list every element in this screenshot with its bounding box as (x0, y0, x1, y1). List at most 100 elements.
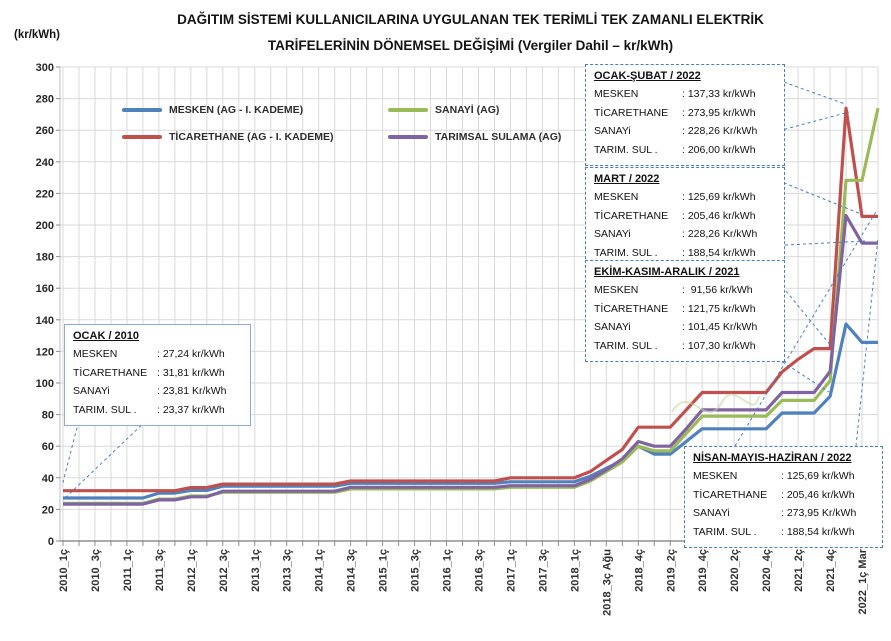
row-value: : 125,69 kr/kWh (781, 470, 855, 482)
callout-mart-2022: MART / 2022 MESKEN : 125,69 kr/kWh TİCARE… (585, 167, 785, 269)
svg-text:2020_4ç: 2020_4ç (761, 549, 773, 592)
callout-row: SANAYi: 273,95 Kr/kWh (693, 504, 875, 523)
callout-row: TİCARETHANE : 205,46 kr/kWh (693, 486, 875, 505)
row-label: SANAYi (594, 125, 631, 137)
callout-title: EKİM-KASIM-ARALIK / 2021 (594, 266, 740, 278)
callout-row: TİCARETHANE: 205,46 kr/kWh (594, 207, 777, 226)
legend-label-mesken: MESKEN (AG - I. KADEME) (169, 104, 304, 116)
svg-text:2010_3ç: 2010_3ç (90, 549, 102, 592)
chart-title-line2: TARİFELERİNİN DÖNEMSEL DEĞİŞİMİ (Vergile… (267, 38, 674, 53)
row-label: MESKEN (594, 191, 639, 203)
svg-text:2017_1ç: 2017_1ç (505, 549, 517, 592)
legend-item-ticarethane: TİCARETHANE (AG - I. KADEME) (122, 131, 334, 143)
row-value: : 31,81 kr/kWh (157, 366, 225, 379)
row-label: TİCARETHANE (594, 302, 669, 315)
svg-text:2018_4ç: 2018_4ç (633, 549, 645, 592)
callout-ekim-kasim-aralik-2021: EKİM-KASIM-ARALIK / 2021 MESKEN: 91,56 k… (585, 260, 785, 362)
legend-swatch-sanayi (388, 108, 428, 112)
chart-title-line1: DAĞITIM SİSTEMİ KULLANICILARINA UYGULANA… (177, 12, 764, 27)
svg-text:2022_1ç Mar: 2022_1ç Mar (857, 548, 869, 614)
row-label: TİCARETHANE (594, 209, 669, 222)
callout-row: SANAYi : 228,26 Kr/kWh (594, 122, 777, 141)
svg-text:240: 240 (36, 157, 54, 169)
callout-row: SANAYi : 228,26 Kr/kWh (594, 225, 777, 244)
legend-swatch-tarimsal (388, 135, 428, 139)
callout-title: NİSAN-MAYIS-HAZİRAN / 2022 (693, 452, 852, 464)
row-value: : 27,24 kr/kWh (157, 348, 225, 360)
callout-row: SANAYi : 101,45 Kr/kWh (594, 318, 777, 337)
callout-row: MESKEN : 27,24 kr/kWh (73, 345, 243, 364)
svg-text:2019_2ç: 2019_2ç (665, 549, 677, 592)
svg-text:280: 280 (36, 94, 54, 106)
callout-row: TARIM. SUL .: 23,37 kr/kWh (73, 401, 243, 420)
svg-text:2013_3ç: 2013_3ç (282, 549, 294, 592)
row-value: : 206,00 kr/kWh (682, 143, 756, 156)
svg-text:220: 220 (36, 188, 54, 200)
row-label: TİCARETHANE (594, 106, 669, 119)
svg-text:200: 200 (36, 220, 54, 232)
y-axis-labels: 0 20 40 60 80 100 120 140 160 180 200 220 240 260 280 3… (36, 62, 54, 548)
svg-text:2015_3ç: 2015_3ç (410, 549, 422, 592)
row-label: SANAYi (73, 385, 110, 397)
row-label: MESKEN (73, 348, 118, 360)
callout-title: OCAK / 2010 (73, 330, 140, 342)
svg-text:2020_2ç: 2020_2ç (729, 549, 741, 592)
row-value: : 205,46 kr/kWh (781, 488, 855, 501)
chart-title: DAĞITIM SİSTEMİ KULLANICILARINA UYGULANA… (60, 7, 881, 59)
row-value: : 23,81 Kr/kWh (157, 385, 227, 397)
svg-text:2016_1ç: 2016_1ç (442, 549, 454, 592)
svg-text:2021_4ç: 2021_4ç (825, 549, 837, 592)
svg-text:2013_1ç: 2013_1ç (250, 549, 262, 592)
row-label: TARIM. SUL . (594, 246, 658, 259)
row-value: : 107,30 kr/kWh (682, 339, 756, 352)
row-label: TİCARETHANE (693, 488, 768, 501)
callout-row: TİCARETHANE : 121,75 kr/kWh (594, 300, 777, 319)
row-value: : 228,26 Kr/kWh (682, 228, 758, 240)
row-value: : 273,95 kr/kWh (682, 106, 756, 119)
svg-text:2012_1ç: 2012_1ç (186, 549, 198, 592)
svg-text:120: 120 (36, 346, 54, 358)
svg-text:2016_3ç: 2016_3ç (473, 549, 485, 592)
row-label: TİCARETHANE (73, 366, 148, 379)
callout-ocak-2010: OCAK / 2010 MESKEN : 27,24 kr/kWh TİCARET… (64, 324, 251, 426)
svg-text:2011_1ç: 2011_1ç (122, 549, 134, 591)
callout-row: TARIM. SUL . : 206,00 kr/kWh (594, 141, 777, 160)
row-label: TARIM. SUL . (594, 143, 658, 156)
svg-text:2021_2ç: 2021_2ç (793, 549, 805, 592)
callout-row: SANAYi : 23,81 Kr/kWh (73, 382, 243, 401)
svg-text:2015_1ç: 2015_1ç (378, 549, 390, 592)
row-value: : 23,37 kr/kWh (157, 403, 225, 416)
legend-swatch-ticarethane (122, 135, 162, 139)
row-value: : 273,95 Kr/kWh (781, 507, 857, 519)
callout-row: MESKEN: 125,69 kr/kWh (693, 467, 875, 486)
row-value: : 188,54 kr/kWh (781, 525, 855, 538)
x-axis-labels: 2010_1ç 2010_3ç 2011_1ç 2011_3ç 2012_1ç 2012_… (58, 548, 869, 616)
row-label: TARIM. SUL . (693, 525, 757, 538)
svg-text:80: 80 (42, 410, 54, 422)
svg-text:20: 20 (42, 504, 54, 516)
row-value: : 125,69 kr/kWh (682, 191, 756, 203)
row-value: : 91,56 kr/kWh (682, 284, 753, 296)
row-label: SANAYi (594, 321, 631, 333)
svg-text:2019_4ç: 2019_4ç (697, 549, 709, 592)
svg-text:300: 300 (36, 62, 54, 74)
callout-nisan-mayis-haziran-2022: NİSAN-MAYIS-HAZİRAN / 2022 MESKEN: 125,6… (684, 446, 883, 548)
row-label: MESKEN (594, 88, 639, 100)
legend-item-tarimsal: TARIMSAL SULAMA (AG) (388, 131, 561, 143)
svg-text:2017_3ç: 2017_3ç (537, 549, 549, 592)
row-label: SANAYi (594, 228, 631, 240)
row-value: : 121,75 kr/kWh (682, 302, 756, 315)
svg-text:2018_3ç Ağu: 2018_3ç Ağu (601, 549, 613, 616)
row-value: : 228,26 Kr/kWh (682, 125, 758, 137)
svg-text:2011_3ç: 2011_3ç (154, 549, 166, 591)
legend-label-sanayi: SANAYİ (AG) (435, 104, 500, 116)
callout-title: MART / 2022 (594, 173, 660, 185)
svg-text:2012_3ç: 2012_3ç (218, 549, 230, 592)
row-value: : 101,45 Kr/kWh (682, 321, 758, 333)
y-axis-unit-label: (kr/kWh) (14, 29, 60, 41)
svg-text:2018_1ç: 2018_1ç (569, 549, 581, 592)
svg-text:0: 0 (48, 536, 54, 548)
callout-row: TARIM. SUL . : 188,54 kr/kWh (693, 523, 875, 542)
svg-text:160: 160 (36, 283, 54, 295)
